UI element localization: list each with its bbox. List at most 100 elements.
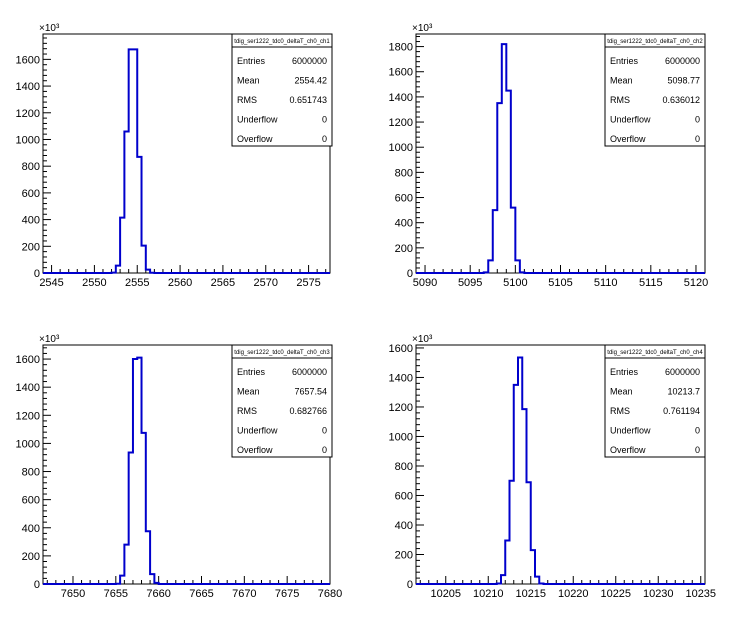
stats-value-mean: 7657.54 <box>294 387 327 397</box>
stats-label-underflow: Underflow <box>237 426 278 436</box>
stats-value-mean: 2554.42 <box>294 76 327 86</box>
x-tick-label: 10215 <box>515 588 546 600</box>
stats-label-rms: RMS <box>237 406 257 416</box>
x-tick-label: 10230 <box>643 588 674 600</box>
stats-value-rms: 0.636012 <box>662 95 700 105</box>
y-tick-label: 1000 <box>16 438 40 450</box>
stats-box: tdig_ser1222_tdc0_deltaT_ch0_ch3 Entries 6… <box>231 344 333 458</box>
x-tick-label: 5105 <box>548 277 572 289</box>
x-tick-label: 2555 <box>125 277 149 289</box>
stats-title: tdig_ser1222_tdc0_deltaT_ch0_ch1 <box>234 39 330 45</box>
x-tick-label: 5120 <box>684 277 708 289</box>
stats-label-entries: Entries <box>237 367 266 377</box>
stats-value-entries: 6000000 <box>292 56 327 66</box>
stats-title: tdig_ser1222_tdc0_deltaT_ch0_ch3 <box>234 350 330 356</box>
stats-label-mean: Mean <box>610 387 633 397</box>
histogram-outline <box>416 43 705 274</box>
stats-label-entries: Entries <box>610 56 639 66</box>
stats-value-overflow: 0 <box>695 445 700 455</box>
histogram-panel-4: 10205 10210 10215 10220 10225 10230 10235 0 200 4… <box>389 334 717 600</box>
stats-label-rms: RMS <box>237 95 257 105</box>
y-tick-label: 600 <box>395 490 413 502</box>
y-tick-label: 600 <box>395 193 413 205</box>
stats-title: tdig_ser1222_tdc0_deltaT_ch0_ch4 <box>607 350 703 356</box>
y-tick-label: 800 <box>395 461 413 473</box>
stats-label-overflow: Overflow <box>610 134 646 144</box>
y-tick-label: 1000 <box>389 142 413 154</box>
y-tick-label: 0 <box>407 579 413 591</box>
stats-box-frame <box>231 33 333 147</box>
stats-value-overflow: 0 <box>695 134 700 144</box>
stats-label-underflow: Underflow <box>237 115 278 125</box>
y-tick-label: 1400 <box>16 81 40 93</box>
y-tick-label: 400 <box>22 523 40 535</box>
histogram-outline <box>43 48 330 274</box>
x-tick-label: 2545 <box>39 277 63 289</box>
stats-value-entries: 6000000 <box>292 367 327 377</box>
y-tick-label: 200 <box>22 551 40 563</box>
y-tick-label: 1400 <box>389 92 413 104</box>
x-tick-label: 5100 <box>503 277 527 289</box>
stats-box-frame <box>604 344 706 458</box>
histogram-panel-3: 7650 7655 7660 7665 7670 7675 7680 0 200 400 600 80… <box>16 334 343 600</box>
histogram-outline <box>43 356 330 585</box>
x-tick-label: 10225 <box>600 588 631 600</box>
stats-value-rms: 0.761194 <box>663 406 700 416</box>
x-tick-label: 5110 <box>594 277 618 289</box>
y-multiplier-label: ×10³ <box>39 23 60 34</box>
y-tick-label: 600 <box>22 188 40 200</box>
stats-label-underflow: Underflow <box>610 426 651 436</box>
y-tick-label: 400 <box>395 520 413 532</box>
y-tick-label: 400 <box>395 218 413 230</box>
x-tick-label: 2550 <box>82 277 106 289</box>
y-tick-label: 1800 <box>389 42 413 54</box>
stats-value-underflow: 0 <box>322 115 327 125</box>
y-tick-label: 0 <box>34 268 40 280</box>
stats-label-mean: Mean <box>610 76 633 86</box>
x-tick-label: 2570 <box>254 277 278 289</box>
stats-label-entries: Entries <box>237 56 266 66</box>
x-tick-label: 5095 <box>458 277 482 289</box>
stats-label-rms: RMS <box>610 406 630 416</box>
y-tick-label: 1200 <box>16 410 40 422</box>
y-tick-label: 400 <box>22 215 40 227</box>
y-tick-label: 1200 <box>16 108 40 120</box>
y-tick-label: 800 <box>22 467 40 479</box>
x-tick-label: 7670 <box>232 588 256 600</box>
stats-box: tdig_ser1222_tdc0_deltaT_ch0_ch4 Entries 6… <box>604 344 706 458</box>
stats-label-entries: Entries <box>610 367 639 377</box>
y-multiplier-label: ×10³ <box>412 334 433 345</box>
y-tick-label: 1000 <box>16 134 40 146</box>
stats-label-overflow: Overflow <box>237 445 273 455</box>
stats-label-mean: Mean <box>237 76 260 86</box>
x-tick-label: 7660 <box>146 588 170 600</box>
x-tick-label: 10210 <box>473 588 504 600</box>
stats-label-mean: Mean <box>237 387 260 397</box>
y-tick-label: 800 <box>395 167 413 179</box>
x-tick-label: 7655 <box>104 588 128 600</box>
x-tick-label: 7675 <box>275 588 299 600</box>
stats-value-rms: 0.682766 <box>289 406 327 416</box>
stats-value-underflow: 0 <box>322 426 327 436</box>
x-tick-label: 2575 <box>296 277 320 289</box>
histogram-panel-2: 5090 5095 5100 5105 5110 5115 5120 0 200 400 600 80… <box>389 23 709 289</box>
stats-title: tdig_ser1222_tdc0_deltaT_ch0_ch2 <box>607 39 703 45</box>
y-tick-label: 1000 <box>389 431 413 443</box>
y-tick-label: 200 <box>395 243 413 255</box>
x-tick-label: 7680 <box>318 588 342 600</box>
x-tick-label: 7665 <box>189 588 213 600</box>
y-multiplier-label: ×10³ <box>412 23 433 34</box>
stats-value-mean: 10213.7 <box>667 387 700 397</box>
y-tick-label: 1400 <box>389 372 413 384</box>
y-tick-label: 1200 <box>389 117 413 129</box>
x-tick-label: 5090 <box>413 277 437 289</box>
y-tick-label: 200 <box>395 549 413 561</box>
x-tick-label: 7650 <box>61 588 85 600</box>
x-tick-label: 2560 <box>168 277 192 289</box>
stats-box-frame <box>231 344 333 458</box>
stats-value-underflow: 0 <box>695 426 700 436</box>
stats-value-entries: 6000000 <box>665 56 700 66</box>
stats-value-entries: 6000000 <box>665 367 700 377</box>
y-multiplier-label: ×10³ <box>39 334 60 345</box>
y-tick-label: 800 <box>22 161 40 173</box>
